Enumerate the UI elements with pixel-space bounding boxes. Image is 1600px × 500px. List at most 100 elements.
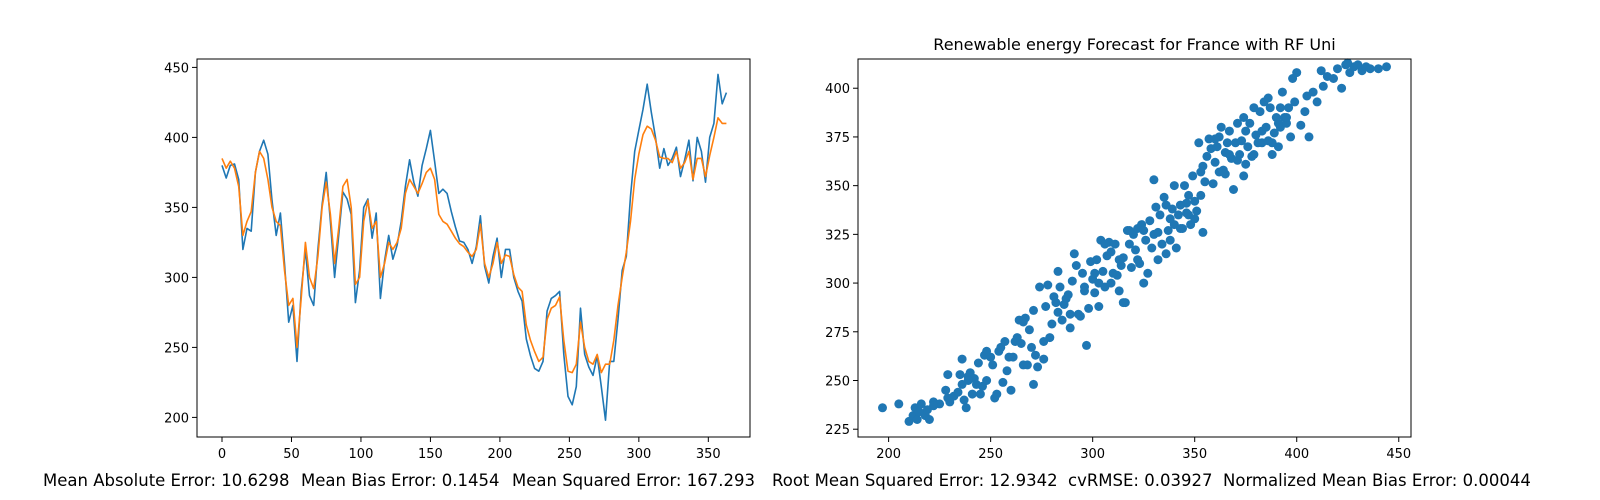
metric-cvrmse: cvRMSE: 0.03927 — [1068, 471, 1212, 490]
scatter-point — [1224, 150, 1234, 159]
scatter-point — [982, 376, 992, 385]
scatter-point — [973, 358, 983, 368]
scatter-point — [1373, 64, 1383, 74]
y-tick-label: 325 — [825, 228, 850, 243]
scatter-point — [988, 360, 998, 370]
scatter-point — [1000, 337, 1010, 346]
scatter-point — [1165, 235, 1175, 245]
scatter-point — [1008, 352, 1018, 362]
scatter-point — [1159, 192, 1169, 202]
y-tick-label: 400 — [164, 131, 189, 146]
scatter-point — [1265, 103, 1275, 113]
scatter-point — [1190, 214, 1200, 224]
scatter-point — [916, 399, 926, 409]
scatter-point — [1255, 107, 1265, 117]
scatter-point — [1006, 385, 1016, 395]
scatter-point — [1151, 202, 1161, 212]
scatter-point — [957, 354, 967, 364]
scatter-point — [1118, 298, 1128, 308]
x-tick-label: 150 — [418, 447, 443, 462]
series-line-actual — [221, 73, 728, 421]
scatter-point — [1300, 107, 1310, 117]
x-tick-label: 300 — [626, 447, 651, 462]
y-tick-label: 275 — [825, 326, 850, 341]
scatter-point — [1175, 224, 1185, 233]
scatter-point — [1180, 181, 1189, 191]
scatter-point — [1296, 120, 1306, 130]
scatter-point — [1261, 122, 1271, 132]
scatter-point — [1329, 74, 1338, 83]
scatter-point — [1100, 239, 1110, 249]
scatter-point — [1192, 206, 1202, 216]
plot-frame — [196, 58, 751, 438]
scatter-point — [1092, 255, 1102, 265]
scatter-point — [1039, 354, 1049, 364]
scatter-point — [1233, 155, 1242, 165]
scatter-point — [1145, 216, 1155, 226]
scatter-point — [1018, 317, 1028, 327]
y-tick-label: 250 — [164, 341, 189, 356]
scatter-point — [1149, 175, 1159, 185]
scatter-point — [1163, 226, 1173, 235]
scatter-point — [1292, 68, 1302, 78]
scatter-point — [1343, 58, 1353, 68]
scatter-point — [1027, 342, 1036, 352]
series-line-forecast — [221, 117, 727, 374]
x-tick-label: 200 — [487, 447, 512, 462]
scatter-point — [1212, 142, 1222, 152]
scatter-point — [1196, 167, 1206, 177]
scatter-point — [955, 370, 965, 380]
scatter-point — [1275, 103, 1285, 113]
scatter-point — [1216, 122, 1226, 132]
scatter-point — [878, 403, 887, 413]
scatter-point — [1194, 138, 1204, 148]
scatter-point — [1184, 190, 1194, 200]
scatter-point — [1069, 249, 1079, 259]
scatter-point — [1143, 268, 1153, 278]
y-tick-label: 200 — [164, 411, 189, 426]
y-tick-label: 450 — [164, 61, 189, 76]
scatter-point — [975, 389, 985, 399]
metric-rmse: Root Mean Squared Error: 12.9342 — [772, 471, 1058, 490]
scatter-point — [1133, 255, 1143, 265]
x-tick-label: 250 — [978, 447, 1003, 462]
scatter-point — [1304, 132, 1314, 142]
scatter-point — [1210, 157, 1220, 167]
x-tick-label: 400 — [1284, 447, 1309, 462]
x-tick-label: 350 — [1182, 447, 1207, 462]
scatter-point — [1157, 239, 1167, 249]
scatter-point — [1200, 177, 1210, 187]
scatter-point — [1318, 81, 1328, 91]
scatter-point — [1112, 270, 1122, 280]
scatter-point — [1124, 239, 1134, 249]
scatter-point — [1114, 286, 1124, 296]
scatter-point — [998, 377, 1008, 387]
metrics-row: Mean Absolute Error: 10.6298 Mean Bias E… — [43, 471, 1531, 490]
scatter-point — [1239, 171, 1249, 181]
scatter-point — [941, 385, 951, 395]
scatter-point — [1190, 196, 1200, 206]
y-tick-label: 400 — [825, 82, 850, 97]
scatter-point — [1269, 128, 1279, 138]
scatter-point — [1267, 150, 1277, 159]
scatter-point — [1161, 200, 1171, 210]
scatter-point — [1224, 126, 1234, 136]
scatter-point — [1022, 360, 1032, 370]
x-tick-label: 450 — [1386, 447, 1411, 462]
scatter-point — [1033, 362, 1043, 372]
scatter-point — [1041, 302, 1051, 311]
scatter-point — [1065, 309, 1075, 319]
scatter-point — [1263, 136, 1273, 146]
scatter-point — [1153, 255, 1163, 265]
scatter-point — [1229, 185, 1238, 194]
scatter-point — [1333, 64, 1342, 74]
scatter-point — [1241, 159, 1251, 169]
scatter-point — [1153, 227, 1163, 237]
scatter-point — [1126, 263, 1136, 272]
scatter-point — [963, 376, 973, 385]
scatter-point — [1277, 87, 1287, 97]
scatter-point — [1067, 276, 1077, 286]
scatter-point — [1043, 280, 1053, 290]
scatter-point — [1139, 278, 1149, 288]
y-tick-label: 250 — [825, 374, 850, 389]
